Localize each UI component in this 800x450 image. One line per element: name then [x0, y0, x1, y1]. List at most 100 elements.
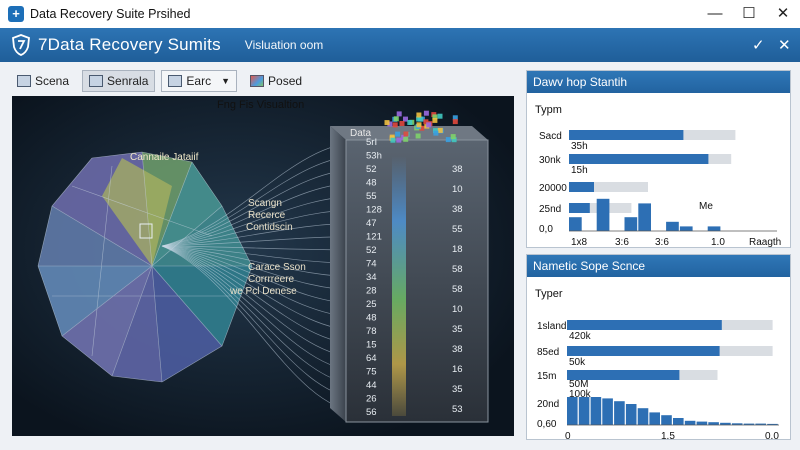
- stats-panel-top-title: Dawv hop Stantih: [527, 71, 790, 93]
- visualization-canvas[interactable]: 5rI 53h 52 48 55 128 47 121 52 74 34 28 25 48 78 15 64 75…: [12, 96, 514, 436]
- data-block: [390, 137, 396, 143]
- cube-column2-value: 18: [452, 244, 463, 255]
- cube-column1-value: 74: [366, 259, 377, 270]
- cube-column1-value: 44: [366, 380, 377, 391]
- histogram-bar: [743, 423, 755, 425]
- bar-value: [567, 346, 720, 356]
- bar-annotation: 50k: [569, 357, 586, 368]
- histogram-bar: [767, 423, 778, 425]
- close-icon[interactable]: ✕: [776, 5, 790, 22]
- y-tick-label: 30nk: [539, 155, 562, 166]
- cube-column1-value: 55: [366, 191, 377, 202]
- data-block: [384, 120, 390, 126]
- grid-icon: [89, 75, 104, 87]
- cube-column1-value: 52: [366, 164, 377, 175]
- data-block: [432, 114, 438, 120]
- x-tick-label: 1x8: [571, 237, 588, 247]
- data-block: [416, 112, 422, 118]
- cube-glow-strip: [392, 156, 406, 416]
- histogram-bar: [731, 423, 743, 425]
- data-block: [419, 125, 425, 131]
- toolbar-search-label: Earc: [186, 74, 212, 88]
- cube-column1-value: 15: [366, 340, 377, 351]
- bar-value: [569, 203, 590, 213]
- data-block: [399, 121, 405, 126]
- sphere-label: Cannaile Jataiif: [130, 152, 199, 163]
- bar-annotation: 100k: [569, 389, 592, 400]
- toolbar-general-button[interactable]: Senrala: [82, 70, 156, 92]
- toolbar-posed-label: Posed: [268, 74, 303, 88]
- x-tick-label: 1.5: [661, 431, 675, 439]
- cube-column2-value: 38: [452, 204, 463, 215]
- close-header-icon[interactable]: ✕: [778, 37, 791, 54]
- cube-column2-value: 35: [452, 324, 463, 335]
- chart-top: Typm Sacd 30nk 20000 25nd 0,0 35h 15h 1x8 3:6 3:6…: [535, 104, 781, 247]
- minimize-icon[interactable]: —: [707, 5, 723, 22]
- bar-value: [567, 370, 680, 380]
- toolbar-general-label: Senrala: [107, 74, 149, 88]
- data-block: [437, 127, 443, 133]
- histogram-bar: [707, 226, 721, 231]
- folder-icon: [168, 75, 183, 87]
- data-cube: 5rI 53h 52 48 55 128 47 121 52 74 34 28 25 48 78 15 64 75…: [330, 110, 489, 423]
- cube-column1-value: 26: [366, 394, 377, 405]
- toolbar: Scena Senrala Earc ▼ Posed: [10, 68, 510, 94]
- stats-panel-top: Dawv hop Stantih Typm Sacd 30nk 20000 25nd 0…: [526, 70, 791, 248]
- histogram-bar: [720, 422, 731, 425]
- histogram-bar: [661, 415, 672, 425]
- cube-column2-value: 38: [452, 164, 463, 175]
- viz-label-contents: Contidscin: [246, 222, 293, 233]
- y-tick-label: Sacd: [539, 131, 562, 142]
- histogram-bar: [578, 397, 590, 425]
- viz-label-space: Carace Sson: [248, 262, 306, 273]
- histogram-bar: [637, 408, 649, 425]
- stats-panel-bottom: Nametic Sope Scnce Typer 1sland 85ed 15m 20…: [526, 254, 791, 440]
- check-icon[interactable]: ✓: [752, 37, 765, 54]
- data-block: [426, 122, 432, 128]
- x-tick-label: 3:6: [615, 237, 629, 247]
- histogram-bar: [569, 217, 582, 231]
- cube-column1-value: 56: [366, 407, 377, 418]
- data-block: [437, 113, 443, 119]
- data-block: [393, 116, 399, 122]
- cube-column1-value: 28: [366, 286, 377, 297]
- y-tick-label: 0,0: [539, 224, 553, 235]
- data-block: [392, 122, 398, 128]
- toolbar-scan-button[interactable]: Scena: [10, 70, 76, 92]
- app-title: 7Data Recovery Sumits: [38, 35, 221, 54]
- data-block: [452, 115, 458, 121]
- bar-value: [569, 130, 684, 140]
- viz-label-correct: Corrrreere: [248, 274, 295, 285]
- histogram-bar: [596, 198, 610, 231]
- histogram-bar: [624, 217, 638, 231]
- chart-bottom: Typer 1sland 85ed 15m 20nd 0,60 420k 50k 50M100…: [535, 288, 779, 439]
- y-tick-label: 15m: [537, 371, 556, 382]
- viz-label-recover: Recerce: [248, 210, 286, 221]
- data-block: [450, 134, 456, 140]
- polyhedron-sphere: [37, 151, 253, 383]
- cube-column1-value: 48: [366, 178, 377, 189]
- data-block: [403, 136, 409, 142]
- bar-value: [569, 154, 709, 164]
- x-tick-label: 1.0: [711, 237, 725, 247]
- cube-column2-value: 58: [452, 264, 463, 275]
- cube-column1-value: 121: [366, 232, 382, 243]
- y-tick-label: 20000: [539, 183, 567, 194]
- viz-label-scan: Scangn: [248, 198, 282, 209]
- data-block: [387, 121, 393, 127]
- bar-value: [569, 182, 594, 192]
- viz-label-pcl: we Pcl Denese: [229, 286, 297, 297]
- histogram-bar: [590, 397, 602, 425]
- chevron-down-icon: ▼: [221, 76, 231, 86]
- data-block: [403, 131, 409, 137]
- toolbar-posed-button[interactable]: Posed: [243, 70, 309, 92]
- maximize-icon[interactable]: ☐: [742, 5, 756, 22]
- scan-icon: [17, 75, 31, 87]
- toolbar-search-dropdown[interactable]: Earc ▼: [161, 70, 238, 92]
- bar-annotation: 420k: [569, 331, 592, 342]
- histogram-bar: [708, 422, 719, 425]
- cube-column2-value: 53: [452, 404, 463, 415]
- histogram-bar: [679, 226, 693, 231]
- cube-column2-value: 35: [452, 384, 463, 395]
- histogram-bar: [696, 421, 708, 425]
